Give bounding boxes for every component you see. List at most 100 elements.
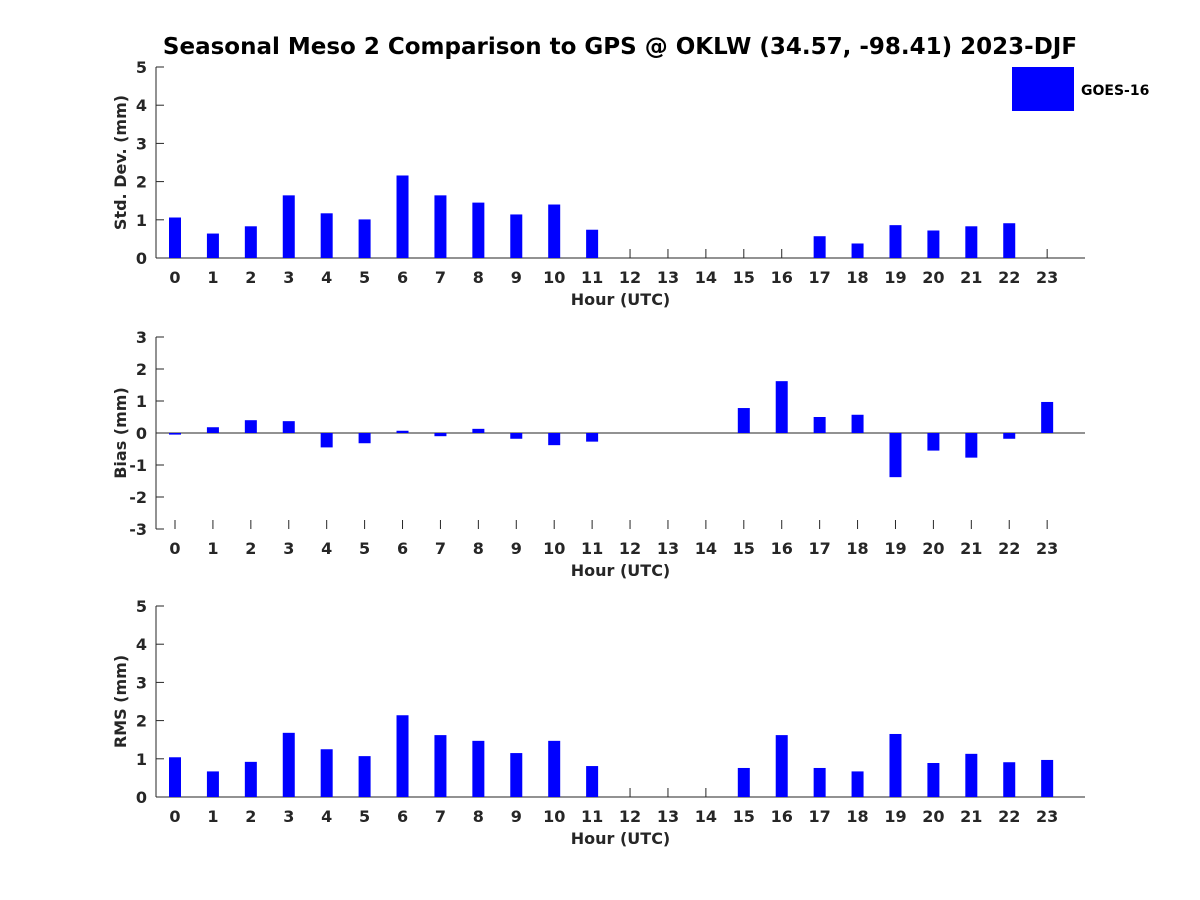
rms-bar: [282, 732, 295, 797]
rms-x-tick-label: 9: [511, 807, 522, 826]
std-dev-x-tick-label: 18: [846, 268, 868, 287]
rms-x-tick-label: 0: [169, 807, 180, 826]
bias-y-tick-label: 1: [136, 392, 147, 411]
rms-x-tick-label: 17: [809, 807, 831, 826]
bias-x-tick-label: 19: [884, 539, 906, 558]
std-dev-x-tick-label: 8: [473, 268, 484, 287]
rms-x-tick-label: 22: [998, 807, 1020, 826]
rms-x-tick-label: 6: [397, 807, 408, 826]
bias-y-tick-label: 3: [136, 328, 147, 347]
rms-bar: [320, 749, 333, 797]
std-dev-bar: [472, 202, 485, 258]
bias-x-tick-label: 9: [511, 539, 522, 558]
rms-bar: [737, 767, 750, 797]
rms-bar: [169, 757, 181, 797]
bias-bar: [851, 414, 864, 433]
rms-bar: [586, 766, 599, 797]
std-dev-x-tick-label: 13: [657, 268, 679, 287]
bias-x-tick-label: 12: [619, 539, 641, 558]
rms-x-tick-label: 12: [619, 807, 641, 826]
std-dev-x-tick-label: 12: [619, 268, 641, 287]
rms-x-tick-label: 14: [695, 807, 717, 826]
rms-bar: [244, 761, 257, 797]
bias-bar: [548, 433, 561, 446]
rms-y-tick-label: 5: [136, 597, 147, 616]
rms-bar: [889, 733, 902, 797]
std-dev-bar: [1003, 223, 1016, 258]
rms-x-tick-label: 18: [846, 807, 868, 826]
std-dev-x-tick-label: 7: [435, 268, 446, 287]
rms-x-tick-label: 1: [207, 807, 218, 826]
std-dev-bar: [889, 225, 902, 258]
bias-x-tick-label: 14: [695, 539, 717, 558]
rms-x-tick-label: 21: [960, 807, 982, 826]
rms-y-tick-label: 1: [136, 750, 147, 769]
bias-x-tick-label: 5: [359, 539, 370, 558]
std-dev-x-tick-label: 4: [321, 268, 332, 287]
std-dev-bar: [434, 195, 447, 258]
bias-y-axis-label: Bias (mm): [111, 387, 130, 479]
rms-bar: [775, 735, 788, 797]
rms-bar: [472, 740, 485, 797]
bias-x-tick-label: 2: [245, 539, 256, 558]
std-dev-x-tick-label: 20: [922, 268, 944, 287]
rms-bar: [434, 735, 447, 797]
std-dev-x-tick-label: 5: [359, 268, 370, 287]
legend-label-goes16: GOES-16: [1081, 83, 1149, 99]
rms-bar: [813, 767, 826, 797]
std-dev-x-tick-label: 9: [511, 268, 522, 287]
std-dev-x-tick-label: 17: [809, 268, 831, 287]
bias-x-tick-label: 21: [960, 539, 982, 558]
std-dev-x-tick-label: 21: [960, 268, 982, 287]
bias-x-tick-label: 6: [397, 539, 408, 558]
rms-y-tick-label: 0: [136, 788, 147, 807]
bias-y-tick-label: -3: [129, 520, 147, 539]
std-dev-bar: [206, 233, 219, 258]
std-dev-x-tick-label: 22: [998, 268, 1020, 287]
rms-bar: [358, 756, 371, 797]
std-dev-x-tick-label: 14: [695, 268, 717, 287]
rms-bar: [965, 753, 978, 797]
rms-x-tick-label: 15: [733, 807, 755, 826]
bias-x-tick-label: 22: [998, 539, 1020, 558]
bias-x-tick-label: 8: [473, 539, 484, 558]
rms-bar: [396, 715, 409, 797]
rms-x-tick-label: 10: [543, 807, 565, 826]
bias-x-tick-label: 20: [922, 539, 944, 558]
std-dev-bar: [965, 226, 978, 258]
std-dev-bar: [320, 213, 333, 258]
bias-bar: [965, 433, 978, 458]
rms-x-tick-label: 2: [245, 807, 256, 826]
bias-bar: [282, 421, 295, 433]
std-dev-x-tick-label: 16: [771, 268, 793, 287]
std-dev-y-tick-label: 5: [136, 58, 147, 77]
bias-bar: [206, 427, 219, 433]
std-dev-x-tick-label: 0: [169, 268, 180, 287]
bias-x-tick-label: 18: [846, 539, 868, 558]
rms-x-tick-label: 16: [771, 807, 793, 826]
bias-x-tick-label: 10: [543, 539, 565, 558]
std-dev-x-axis-label: Hour (UTC): [571, 290, 671, 309]
bias-bar: [320, 433, 333, 448]
bias-y-tick-label: 0: [136, 424, 147, 443]
std-dev-x-tick-label: 15: [733, 268, 755, 287]
bias-x-tick-label: 15: [733, 539, 755, 558]
std-dev-x-tick-label: 11: [581, 268, 603, 287]
rms-x-tick-label: 19: [884, 807, 906, 826]
std-dev-x-tick-label: 10: [543, 268, 565, 287]
std-dev-y-axis-label: Std. Dev. (mm): [111, 95, 130, 230]
bias-x-tick-label: 7: [435, 539, 446, 558]
bias-x-tick-label: 4: [321, 539, 332, 558]
bias-bar: [737, 408, 750, 433]
legend: GOES-16: [1012, 67, 1149, 111]
rms-y-axis-label: RMS (mm): [111, 655, 130, 748]
rms-x-tick-label: 13: [657, 807, 679, 826]
rms-y-tick-label: 2: [136, 712, 147, 731]
rms-x-tick-label: 5: [359, 807, 370, 826]
rms-x-axis-label: Hour (UTC): [571, 829, 671, 848]
bias-bar: [813, 417, 826, 433]
std-dev-y-tick-label: 3: [136, 134, 147, 153]
std-dev-bar: [813, 236, 826, 258]
